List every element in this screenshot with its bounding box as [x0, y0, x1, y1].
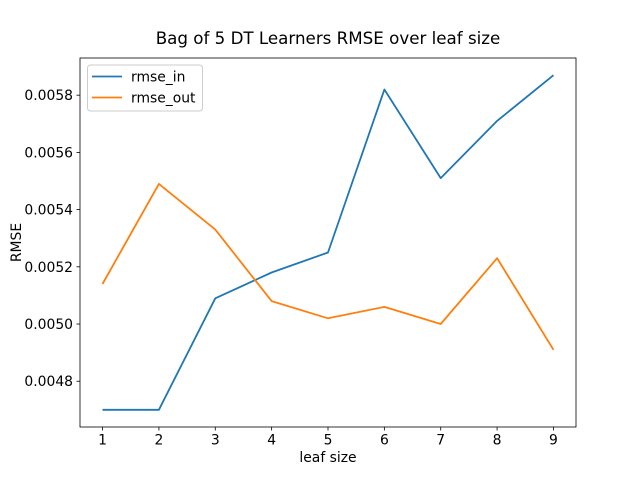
y-tick-label: 0.0058: [24, 88, 73, 104]
x-tick-label: 8: [493, 433, 502, 449]
x-tick-label: 6: [380, 433, 389, 449]
legend-label-rmse_out: rmse_out: [131, 91, 196, 107]
series-line-rmse_out: [101, 182, 555, 351]
legend: rmse_in rmse_out: [87, 64, 203, 112]
x-tick-label: 1: [98, 433, 107, 449]
x-tick-label: 3: [211, 433, 220, 449]
y-tick-label: 0.0054: [24, 203, 73, 219]
plot-area-border: [79, 57, 577, 428]
y-tick-label: 0.0056: [24, 145, 73, 161]
y-axis-label: RMSE: [9, 223, 25, 262]
x-axis-label: leaf size: [299, 450, 356, 466]
x-tick-label: 9: [549, 433, 558, 449]
series-lines: [101, 74, 555, 411]
x-tick-label: 2: [154, 433, 163, 449]
x-tick-label: 4: [267, 433, 276, 449]
x-tick-label: 5: [324, 433, 333, 449]
y-tick-label: 0.0048: [24, 374, 73, 390]
legend-label-rmse_in: rmse_in: [131, 70, 185, 86]
y-tick-label: 0.0050: [24, 317, 73, 333]
x-tick-label: 7: [436, 433, 445, 449]
chart-title: Bag of 5 DT Learners RMSE over leaf size: [156, 28, 501, 48]
series-line-rmse_in: [102, 74, 555, 411]
y-tick-label: 0.0052: [24, 260, 73, 276]
axis-ticks: 1 2 3 4 5 6 7 8 9 0.0048 0.0050 0.0052 0.0054 0.0056 0…: [24, 88, 557, 448]
